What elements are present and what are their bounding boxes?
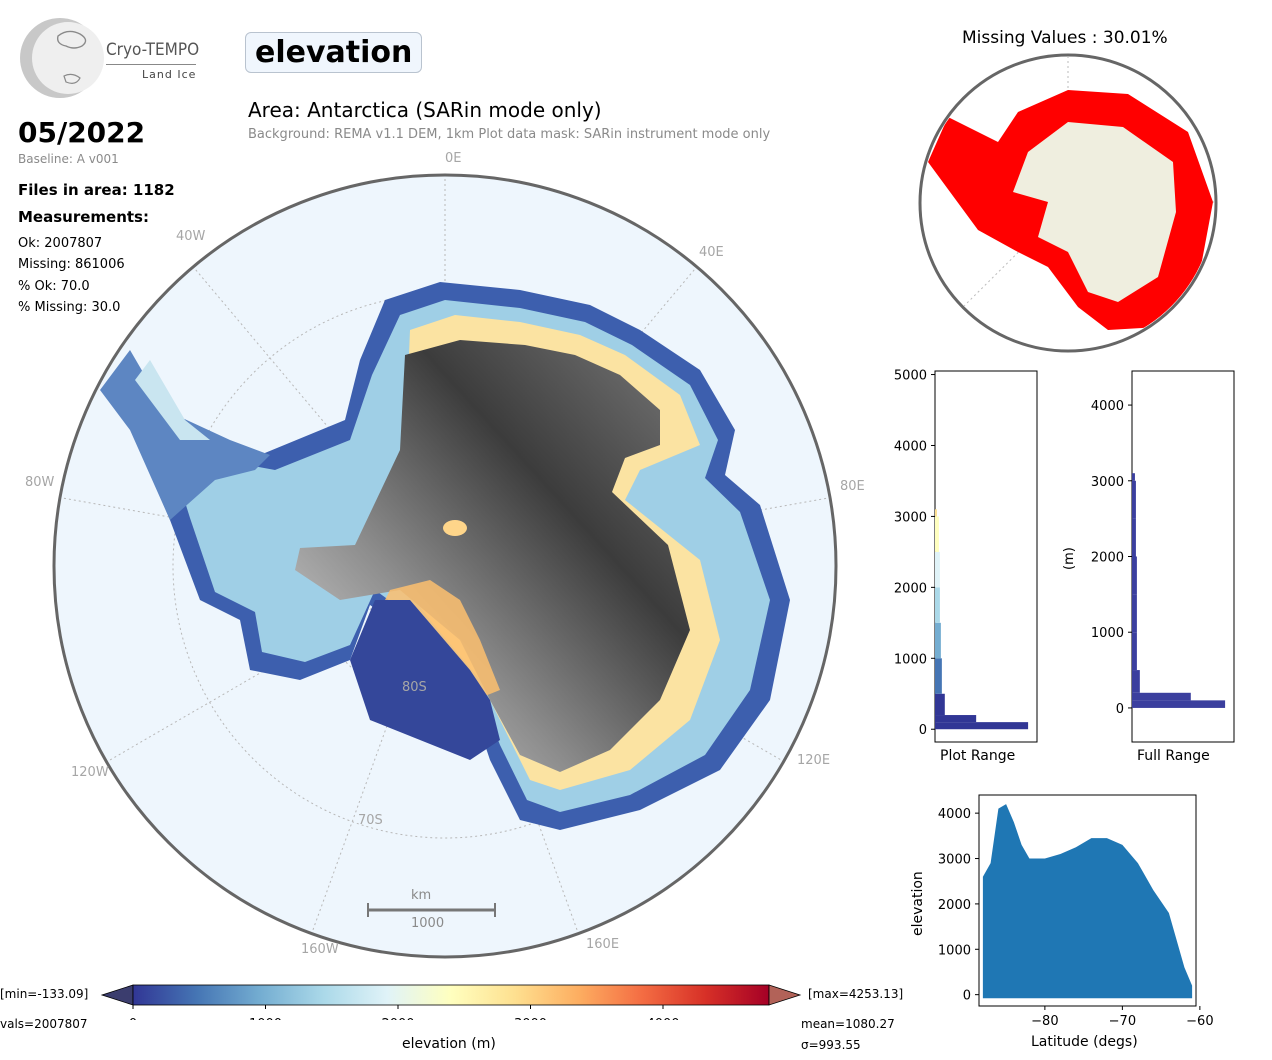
scatter-xtick-label: −60 bbox=[1186, 1014, 1213, 1029]
hist-ytick-label: 4000 bbox=[1091, 399, 1124, 414]
hist-plot-range-xlabel: Plot Range bbox=[940, 748, 1016, 764]
hist-bar bbox=[1132, 692, 1191, 701]
colorbar-tick-label: 3000 bbox=[514, 1017, 547, 1020]
hist-ytick-label: 2000 bbox=[894, 581, 927, 596]
colorbar-max-label: [max=4253.13] bbox=[808, 987, 904, 1001]
hist-bar bbox=[935, 509, 937, 517]
hist-plot-range: 0 1000 2000 3000 4000 5000 bbox=[894, 369, 1038, 743]
measurements-ok: Ok: 2007807 bbox=[18, 236, 103, 251]
scatter-xtick-label: −80 bbox=[1031, 1014, 1058, 1029]
scatter-ylabel: elevation bbox=[910, 871, 926, 936]
scatter-ytick-label: 0 bbox=[963, 989, 971, 1004]
hist-ytick-label: 5000 bbox=[894, 369, 927, 384]
scale-bar bbox=[367, 903, 496, 917]
hist-bar bbox=[1132, 480, 1136, 519]
baseline-label: Baseline: A v001 bbox=[18, 152, 119, 166]
colorbar-tick-label: 2000 bbox=[381, 1017, 414, 1020]
logo-rule bbox=[106, 64, 196, 65]
lon-label-80w: 80W bbox=[25, 475, 55, 490]
peninsula-tip bbox=[135, 360, 210, 440]
measurements-pct-missing: % Missing: 30.0 bbox=[18, 300, 121, 315]
main-map bbox=[52, 173, 838, 959]
lon-label-160w: 160W bbox=[301, 942, 339, 957]
lon-label-40w: 40W bbox=[176, 229, 206, 244]
lat-label-70s: 70S bbox=[358, 813, 383, 828]
lon-label-40e: 40E bbox=[699, 245, 724, 260]
hist-ytick-label: 0 bbox=[1116, 702, 1124, 717]
colorbar-body bbox=[132, 984, 770, 1006]
colorbar-min-extend bbox=[100, 984, 134, 1006]
lon-label-120w: 120W bbox=[71, 765, 109, 780]
hist-ytick-label: 1000 bbox=[1091, 626, 1124, 641]
colorbar-min-label: [min=-133.09] bbox=[0, 987, 89, 1001]
logo-title: Cryo-TEMPO bbox=[106, 40, 200, 60]
hist-bar bbox=[1132, 473, 1135, 481]
hist-bar bbox=[935, 622, 941, 659]
scale-value: 1000 bbox=[411, 916, 445, 931]
files-in-area: Files in area: 1182 bbox=[18, 181, 175, 199]
colorbar: 0 1000 2000 3000 4000 bbox=[100, 984, 802, 1020]
hist-bar bbox=[1132, 594, 1137, 633]
lon-label-120e: 120E bbox=[797, 753, 831, 768]
parameter-badge: elevation bbox=[245, 32, 423, 73]
antarctica-interior bbox=[295, 340, 690, 772]
scatter-xtick-label: −70 bbox=[1109, 1014, 1136, 1029]
colorbar-sigma-label: σ=993.55 bbox=[801, 1038, 861, 1052]
hist-ytick-label: 0 bbox=[919, 723, 927, 738]
measurements-pct-ok: % Ok: 70.0 bbox=[18, 279, 90, 294]
measurements-missing: Missing: 861006 bbox=[18, 257, 125, 272]
hist-ytick-label: 3000 bbox=[894, 510, 927, 525]
hist-bar bbox=[935, 722, 1029, 730]
ross-sea bbox=[350, 600, 500, 760]
lat-label-80s: 80S bbox=[402, 680, 427, 695]
colorbar-nvals-label: vals=2007807 bbox=[0, 1017, 88, 1031]
scatter-ytick-label: 1000 bbox=[938, 943, 971, 958]
hist-bar bbox=[935, 715, 977, 723]
hist-full-range-xlabel: Full Range bbox=[1137, 748, 1210, 764]
missing-map bbox=[918, 53, 1218, 353]
hist-bar bbox=[935, 587, 940, 623]
hist-full-range: 0 1000 2000 3000 4000 bbox=[1091, 370, 1235, 743]
hist-ytick-label: 4000 bbox=[894, 439, 927, 454]
hist-bar bbox=[1132, 632, 1137, 671]
colorbar-tick-label: 1000 bbox=[249, 1017, 282, 1020]
pole-patch bbox=[443, 520, 467, 536]
hist-bar bbox=[935, 693, 945, 716]
colorbar-max-extend bbox=[768, 984, 802, 1006]
lon-label-160e: 160E bbox=[586, 937, 620, 952]
logo-moon-icon bbox=[20, 18, 104, 98]
colorbar-label: elevation (m) bbox=[402, 1036, 496, 1052]
hist-bar bbox=[1132, 670, 1140, 693]
colorbar-tick-label: 4000 bbox=[646, 1017, 679, 1020]
hist-bar bbox=[1132, 518, 1136, 557]
hist-full-range-ylabel: (m) bbox=[1062, 547, 1077, 570]
scale-unit: km bbox=[411, 888, 432, 903]
lon-label-0e: 0E bbox=[445, 151, 462, 166]
scatter-ytick-label: 2000 bbox=[938, 898, 971, 913]
hist-ytick-label: 1000 bbox=[894, 652, 927, 667]
scatter-points bbox=[982, 804, 1193, 999]
colorbar-tick-label: 0 bbox=[129, 1017, 137, 1020]
hist-bar bbox=[1132, 556, 1137, 595]
missing-map-title: Missing Values : 30.01% bbox=[962, 28, 1168, 48]
hist-bar bbox=[935, 658, 942, 694]
scatter-ytick-label: 4000 bbox=[938, 807, 971, 822]
scatter-elevation-latitude: −80 −70 −60 0 1000 2000 3000 4000 bbox=[938, 794, 1214, 1029]
scatter-xlabel: Latitude (degs) bbox=[1031, 1034, 1138, 1050]
lon-label-80e: 80E bbox=[840, 479, 865, 494]
colorbar-mean-label: mean=1080.27 bbox=[801, 1017, 895, 1031]
hist-bar bbox=[935, 551, 940, 588]
hist-bar bbox=[1132, 700, 1226, 708]
hist-ytick-label: 3000 bbox=[1091, 475, 1124, 490]
measurements-heading: Measurements: bbox=[18, 208, 149, 226]
date-label: 05/2022 bbox=[18, 116, 146, 149]
hist-ytick-label: 2000 bbox=[1091, 551, 1124, 566]
missing-land bbox=[1013, 122, 1176, 302]
hist-bar bbox=[935, 516, 939, 552]
scatter-ytick-label: 3000 bbox=[938, 853, 971, 868]
area-title: Area: Antarctica (SARin mode only) bbox=[248, 98, 602, 122]
logo-subtitle: Land Ice bbox=[142, 68, 197, 81]
background-note: Background: REMA v1.1 DEM, 1km Plot data… bbox=[248, 127, 771, 142]
